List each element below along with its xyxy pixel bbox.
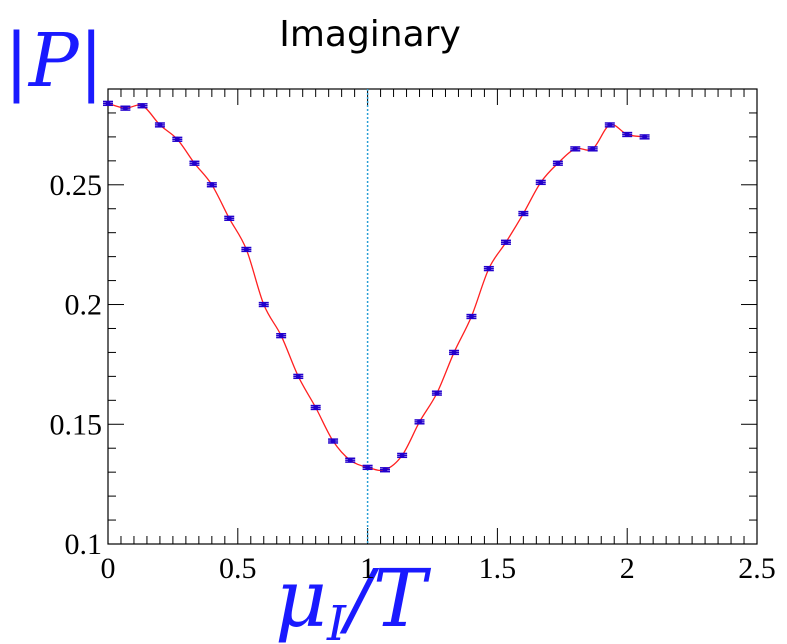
data-point [293,373,304,380]
point-marker [503,239,509,245]
point-marker [191,160,197,166]
point-marker [607,122,613,128]
data-point [362,464,373,471]
data-point [622,131,633,138]
data-points [103,100,650,473]
data-point [604,122,615,128]
y-tick-label: 0.1 [65,528,103,561]
point-marker [572,146,578,152]
data-point [189,160,200,166]
data-point [639,134,650,140]
point-marker [434,390,440,396]
data-point [258,301,269,308]
point-marker [313,405,319,410]
point-marker [520,211,526,217]
x-tick-label: 2 [620,552,635,585]
axes [107,88,758,545]
data-point [224,215,235,221]
plot-frame [107,88,758,545]
point-marker [157,122,163,128]
x-axis-label-tail: /T [339,552,432,644]
data-point [500,239,511,245]
point-marker [174,136,180,142]
point-marker [295,373,301,379]
x-tick-label: 0 [101,552,116,585]
data-point [483,265,494,272]
x-axis-label-main: μ [275,552,327,644]
point-marker [261,302,267,308]
point-marker [105,100,111,106]
y-axis-label: |P| [4,18,104,104]
data-point [120,105,131,111]
data-point [310,404,321,411]
chart-title: Imaginary [279,14,461,55]
point-marker [451,349,457,355]
data-point [379,467,390,473]
point-marker [468,314,474,319]
data-point [206,182,217,188]
data-point [328,438,339,444]
point-marker [243,246,249,252]
point-marker [486,266,492,272]
data-point [172,136,183,142]
data-point [103,100,113,107]
point-marker [642,134,648,140]
data-point [466,313,477,320]
point-marker [122,105,128,111]
data-point [449,349,460,356]
x-tick-label: 0.5 [219,552,257,585]
point-marker [347,457,353,463]
x-axis-label: μI/T [275,552,432,644]
x-tick-label: 1 [360,552,375,585]
point-marker [278,333,284,339]
data-point [414,419,425,425]
point-marker [209,182,215,188]
data-point [518,210,529,217]
point-marker [417,419,423,425]
fit-line-group [107,102,645,472]
point-marker [399,452,405,458]
point-marker [590,146,596,152]
data-point [345,457,356,463]
data-point [552,160,563,166]
data-point [570,146,581,152]
point-marker [330,438,336,444]
y-tick-label: 0.15 [50,408,103,441]
y-tick-label: 0.25 [50,169,103,202]
data-point [241,246,252,253]
point-marker [538,179,544,185]
x-tick-label: 2.5 [738,552,776,585]
point-marker [382,467,388,473]
data-point [137,103,148,109]
tick-labels: 0 0.5 1 1.5 2 2.5 0.1 0.15 0.2 0.25 [50,169,776,585]
point-marker [365,464,371,470]
data-point [587,146,598,152]
data-point [276,332,287,339]
data-point [431,390,442,396]
point-marker [555,160,561,166]
data-point [535,179,546,186]
data-point [154,122,165,128]
point-marker [226,215,232,221]
point-marker [624,132,630,137]
fit-line [107,102,645,472]
x-tick-label: 1.5 [479,552,517,585]
point-marker [140,103,146,109]
x-axis-label-sub: I [326,596,347,644]
y-tick-label: 0.2 [65,289,103,322]
data-point [397,452,408,459]
